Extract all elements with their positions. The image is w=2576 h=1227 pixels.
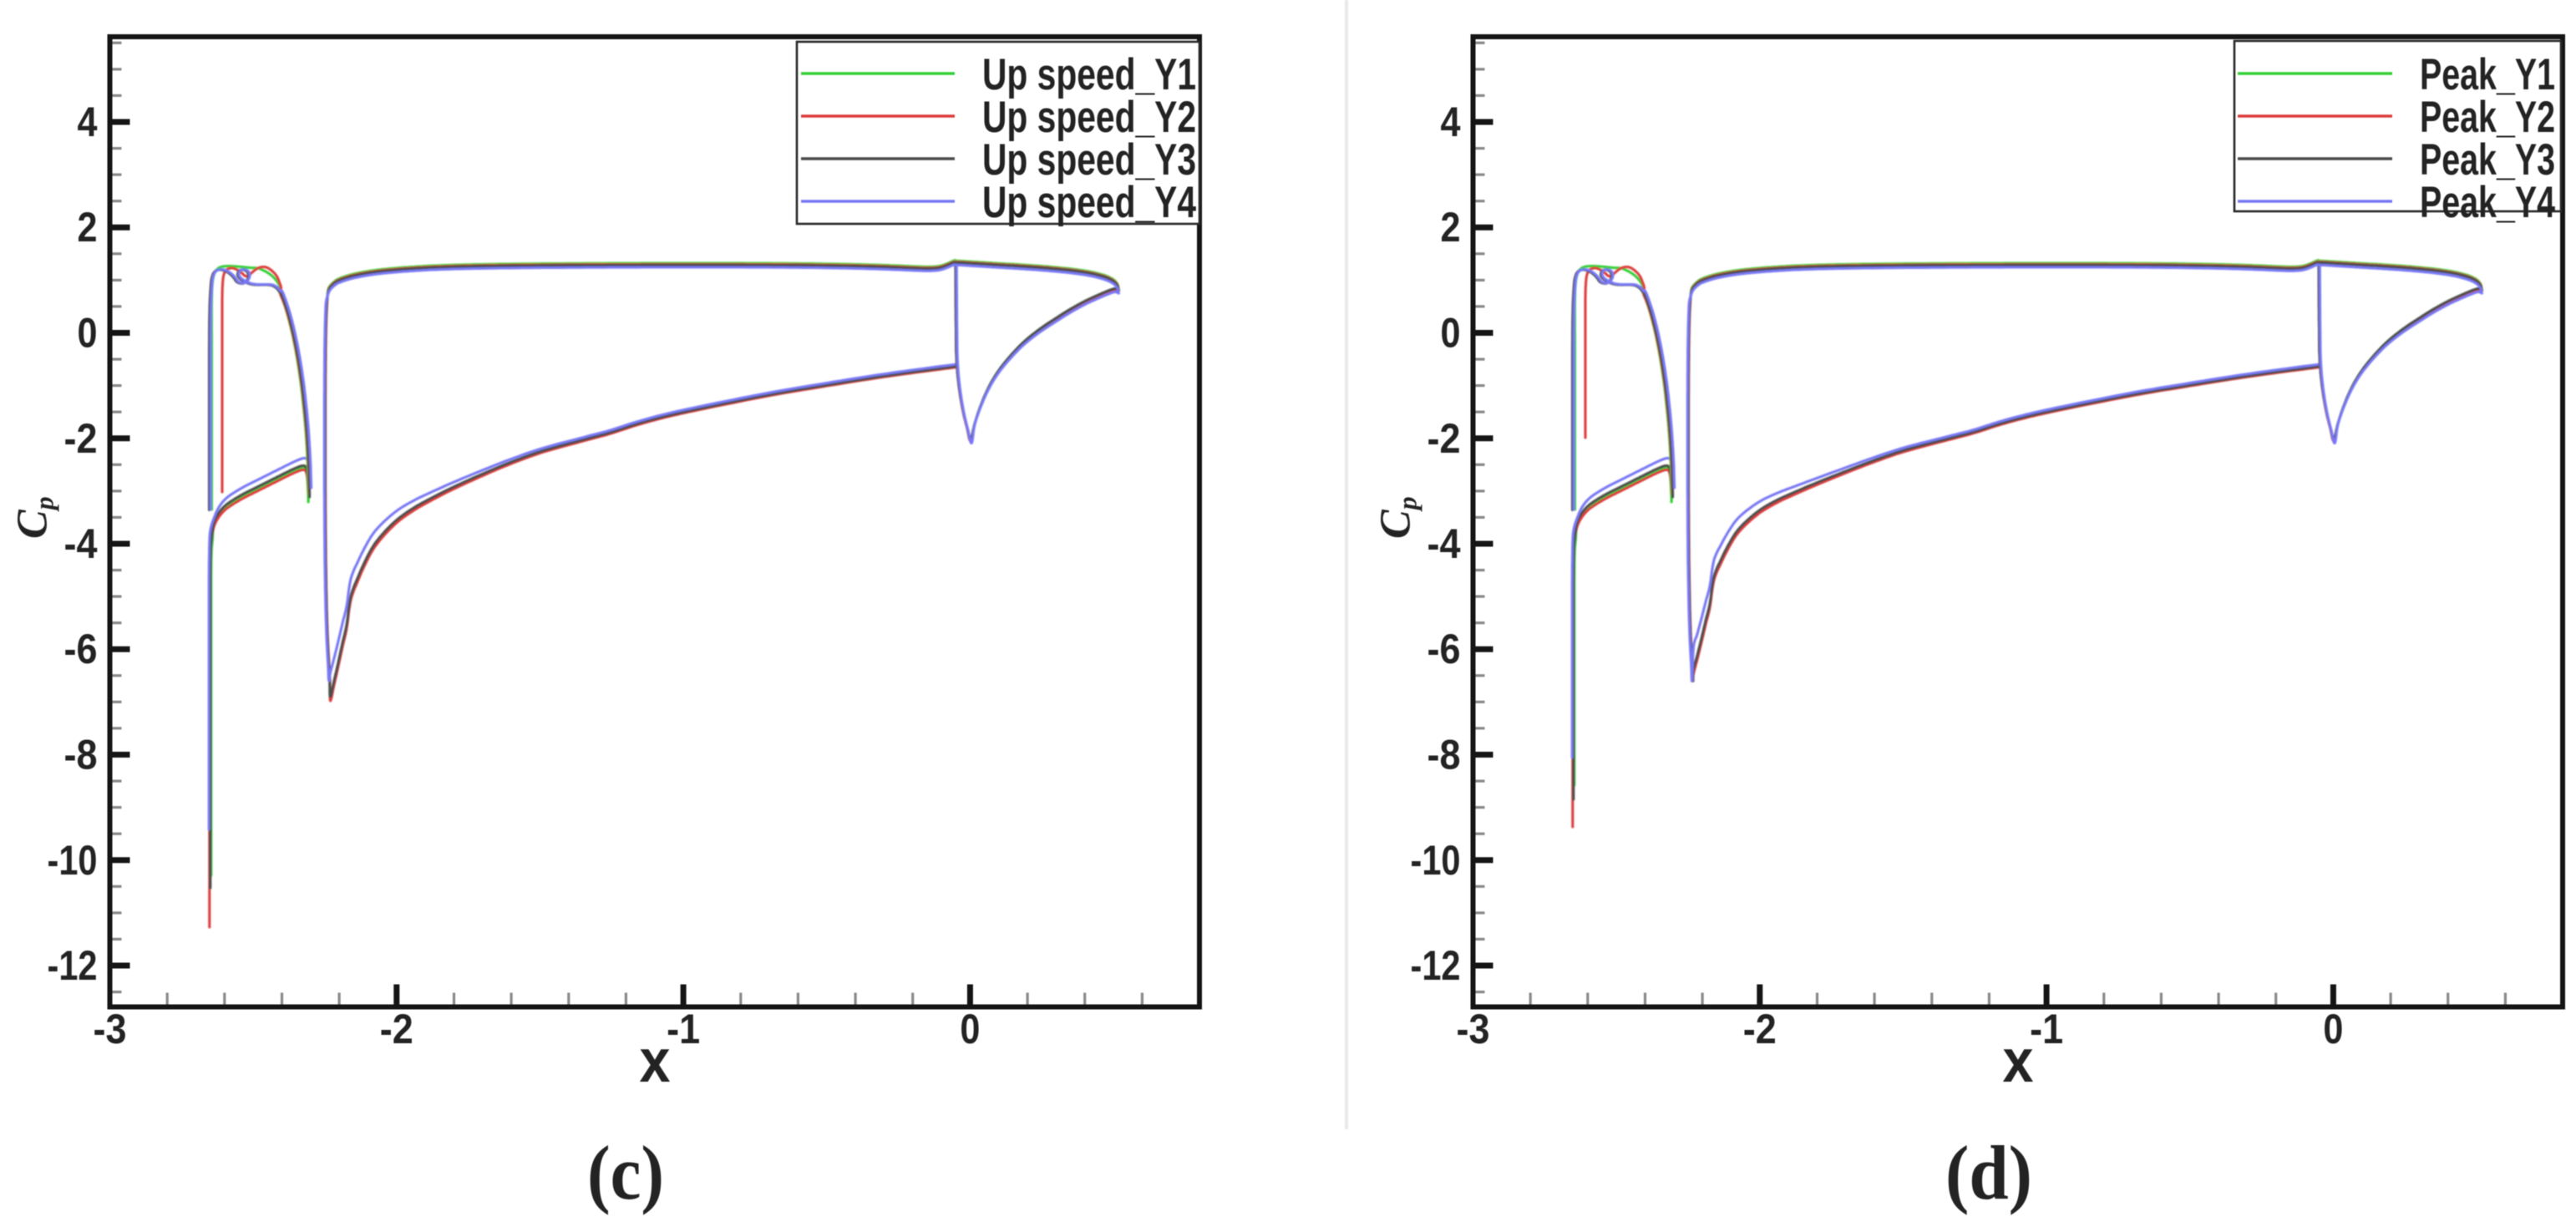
svg-text:Up speed_Y3: Up speed_Y3 bbox=[982, 135, 1196, 185]
svg-text:Up speed_Y4: Up speed_Y4 bbox=[982, 178, 1196, 227]
svg-text:0: 0 bbox=[78, 310, 98, 357]
svg-text:-4: -4 bbox=[1427, 520, 1461, 567]
svg-text:-4: -4 bbox=[64, 520, 98, 567]
svg-text:-8: -8 bbox=[1427, 732, 1461, 778]
svg-text:Peak_Y3: Peak_Y3 bbox=[2420, 135, 2555, 185]
svg-text:-2: -2 bbox=[1427, 415, 1461, 462]
svg-text:4: 4 bbox=[78, 99, 98, 145]
svg-text:-12: -12 bbox=[1411, 942, 1461, 989]
svg-text:-6: -6 bbox=[64, 626, 98, 672]
svg-text:-12: -12 bbox=[48, 942, 98, 989]
svg-text:-8: -8 bbox=[64, 732, 98, 778]
svg-text:0: 0 bbox=[1441, 310, 1461, 357]
svg-text:-3: -3 bbox=[1457, 1006, 1490, 1052]
svg-text:-10: -10 bbox=[48, 837, 98, 884]
svg-text:x: x bbox=[640, 1027, 671, 1095]
svg-text:0: 0 bbox=[2323, 1006, 2343, 1052]
svg-text:Up speed_Y2: Up speed_Y2 bbox=[982, 93, 1196, 142]
svg-text:-1: -1 bbox=[667, 1006, 700, 1052]
svg-text:x: x bbox=[2003, 1027, 2034, 1095]
svg-text:-6: -6 bbox=[1427, 626, 1461, 672]
svg-text:(c): (c) bbox=[587, 1130, 664, 1215]
svg-text:-2: -2 bbox=[64, 415, 98, 462]
svg-text:-2: -2 bbox=[380, 1006, 413, 1052]
svg-text:0: 0 bbox=[960, 1006, 980, 1052]
svg-text:-2: -2 bbox=[1743, 1006, 1777, 1052]
svg-text:-3: -3 bbox=[94, 1006, 127, 1052]
svg-text:Peak_Y2: Peak_Y2 bbox=[2420, 93, 2555, 142]
svg-text:4: 4 bbox=[1441, 99, 1461, 145]
svg-text:Peak_Y4: Peak_Y4 bbox=[2420, 178, 2555, 227]
svg-text:-1: -1 bbox=[2030, 1006, 2063, 1052]
svg-text:-10: -10 bbox=[1411, 837, 1461, 884]
svg-text:2: 2 bbox=[78, 204, 98, 251]
svg-text:(d): (d) bbox=[1945, 1130, 2032, 1215]
svg-text:Peak_Y1: Peak_Y1 bbox=[2420, 50, 2555, 99]
svg-text:2: 2 bbox=[1441, 204, 1461, 251]
svg-text:Up speed_Y1: Up speed_Y1 bbox=[982, 50, 1196, 99]
